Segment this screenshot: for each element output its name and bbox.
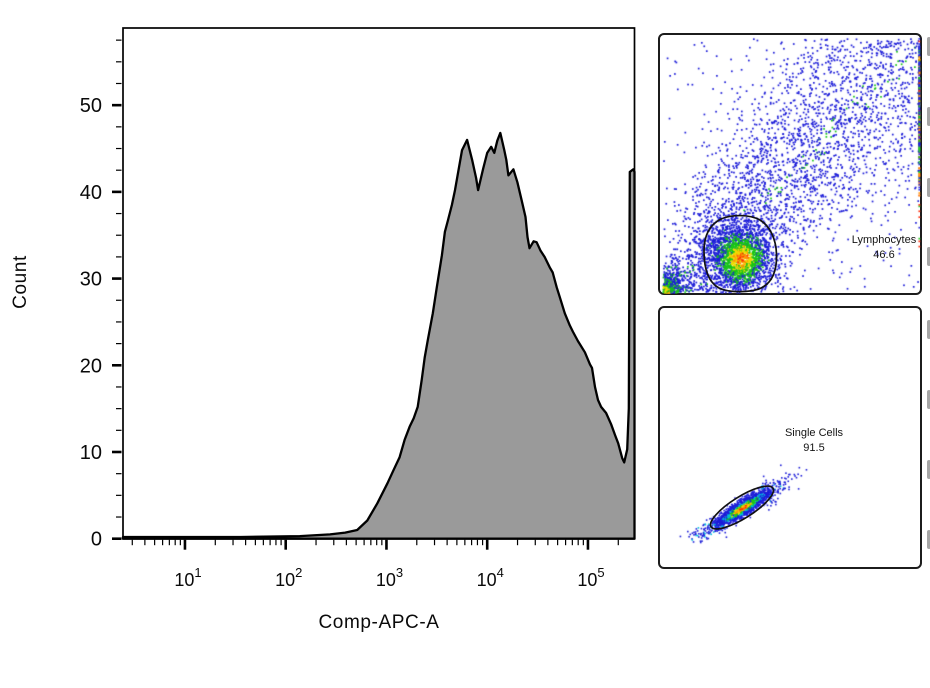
lymphocytes-gate-label: Lymphocytes 46.6 bbox=[821, 233, 930, 263]
svg-text:30: 30 bbox=[80, 269, 102, 291]
single-cells-dot-plot[interactable] bbox=[661, 309, 921, 568]
clipped-panel-edge-mark bbox=[927, 37, 930, 56]
scatter-panel-lymphocytes[interactable]: Lymphocytes 46.6 bbox=[658, 33, 922, 295]
svg-text:50: 50 bbox=[80, 95, 102, 117]
svg-text:104: 104 bbox=[477, 565, 504, 590]
clipped-panel-edge-mark bbox=[927, 390, 930, 409]
clipped-panel-edge-mark bbox=[927, 107, 930, 126]
svg-text:0: 0 bbox=[91, 529, 102, 551]
gate-name: Lymphocytes bbox=[851, 234, 917, 246]
svg-text:103: 103 bbox=[376, 565, 403, 590]
svg-text:105: 105 bbox=[577, 565, 604, 590]
gate-name: Single Cells bbox=[784, 427, 844, 439]
scatter-panel-single-cells[interactable]: Single Cells 91.5 bbox=[658, 306, 922, 569]
clipped-panel-edge-mark bbox=[927, 320, 930, 339]
gate-percent: 91.5 bbox=[803, 442, 825, 454]
x-axis-title: Comp-APC-A bbox=[318, 612, 440, 633]
clipped-panel-edge-mark bbox=[927, 460, 930, 479]
svg-text:20: 20 bbox=[80, 355, 102, 377]
clipped-panel-edge-mark bbox=[927, 178, 930, 197]
single-cells-gate-label: Single Cells 91.5 bbox=[754, 426, 874, 456]
clipped-panel-edge-mark bbox=[927, 530, 930, 549]
clipped-panel-edge-mark bbox=[927, 247, 930, 266]
y-axis-title: Count bbox=[10, 255, 31, 309]
svg-text:102: 102 bbox=[275, 565, 302, 590]
svg-text:40: 40 bbox=[80, 182, 102, 204]
svg-text:10: 10 bbox=[80, 442, 102, 464]
svg-text:101: 101 bbox=[174, 565, 201, 590]
gate-percent: 46.6 bbox=[873, 249, 895, 261]
histogram-plot[interactable]: 101 102 103 104 105 0 10 20 30 40 50 bbox=[0, 0, 660, 688]
